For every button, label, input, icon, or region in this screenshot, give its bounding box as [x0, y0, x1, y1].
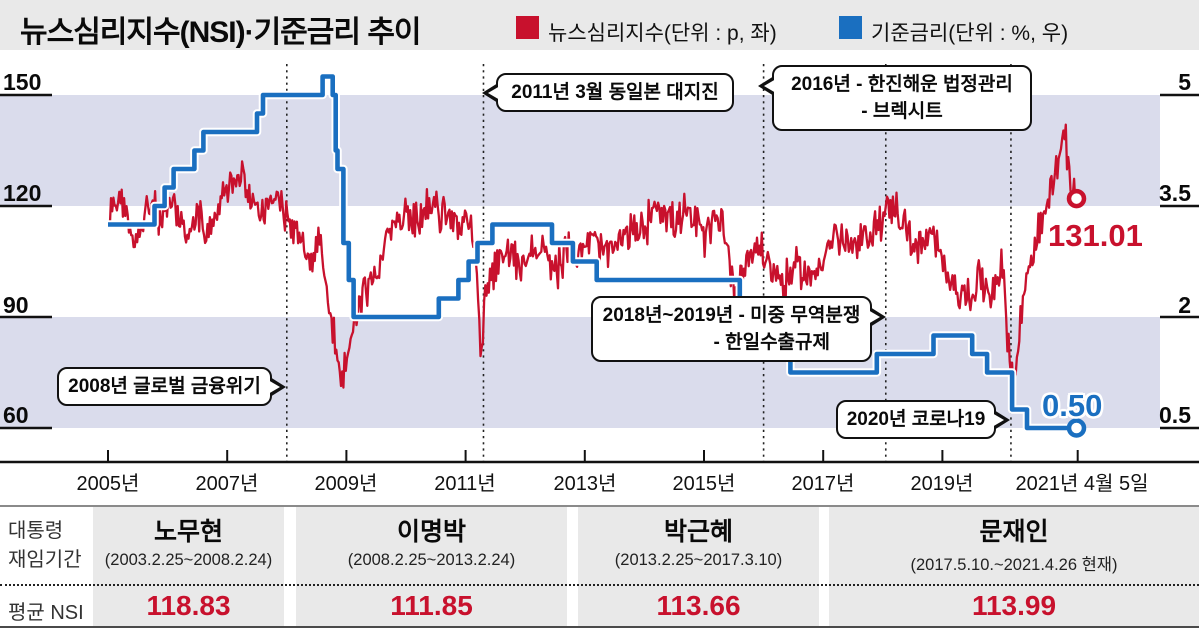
- table-top-border: [0, 505, 1199, 507]
- row-header-avg-nsi: 평균 NSI: [8, 602, 84, 624]
- x-label-2013: 2013년: [553, 473, 617, 495]
- table-col-bg-1: [93, 507, 284, 626]
- avg-nsi-value: 113.99: [971, 590, 1057, 621]
- right-axis-label-5: 5: [1178, 69, 1191, 95]
- left-axis-label-60: 60: [3, 402, 29, 428]
- table-col-bg-2: [296, 507, 567, 626]
- callout-2011-japan-earthquake: 2011년 3월 동일본 대지진: [482, 73, 734, 112]
- legend-label-rate: 기준금리(단위 : %, 우): [871, 22, 1069, 45]
- x-label-2015: 2015년: [672, 473, 736, 495]
- avg-nsi-value: 113.66: [656, 590, 741, 621]
- legend-swatch-nsi: [516, 16, 539, 39]
- nsi-end-value-label: 131.01: [1048, 218, 1143, 253]
- right-axis-label-0-5: 0.5: [1159, 402, 1191, 428]
- president-name: 노무현: [153, 518, 223, 546]
- x-label-2021-04-05: 2021년 4월 5일: [1015, 473, 1149, 495]
- table-col-bg-4: [829, 507, 1199, 626]
- left-axis-label-150: 150: [3, 69, 42, 95]
- callout-2020-corona: 2020년 코로나19: [836, 400, 1010, 439]
- x-label-2007: 2007년: [195, 473, 259, 495]
- president-name: 문재인: [979, 518, 1049, 546]
- table-col-bg-3: [578, 507, 819, 626]
- president-name: 박근혜: [663, 518, 733, 546]
- row-header-president-1: 대통령: [8, 520, 64, 542]
- president-term: (2013.2.25~2017.3.10): [614, 551, 783, 569]
- x-label-2011: 2011년: [434, 473, 496, 495]
- table-bottom-border: [0, 626, 1199, 628]
- chart-header: 뉴스심리지수(NSI)·기준금리 추이 뉴스심리지수(단위 : p, 좌) 기준…: [0, 0, 1199, 50]
- president-term: (2008.2.25~2013.2.24): [347, 551, 516, 569]
- legend-swatch-rate: [839, 16, 862, 39]
- table-row-separator: [0, 584, 1199, 586]
- president-term: (2017.5.10.~2021.4.26 현재): [910, 556, 1118, 574]
- x-label-2017: 2017년: [791, 473, 855, 495]
- president-term: (2003.2.25~2008.2.24): [104, 551, 273, 569]
- rate-end-value-label: 0.50: [1042, 388, 1103, 423]
- president-name: 이명박: [396, 518, 466, 546]
- page-title: 뉴스심리지수(NSI)·기준금리 추이: [20, 16, 422, 49]
- legend-label-nsi: 뉴스심리지수(단위 : p, 좌): [548, 22, 777, 45]
- avg-nsi-value: 111.85: [390, 590, 473, 621]
- callout-2008-financial-crisis: 2008년 글로벌 금융위기: [57, 367, 286, 406]
- x-label-2005: 2005년: [76, 473, 140, 495]
- right-axis-label-3-5: 3.5: [1159, 180, 1191, 206]
- x-label-2009: 2009년: [314, 473, 378, 495]
- row-header-president-2: 재임기간: [8, 549, 82, 571]
- right-axis-label-2: 2: [1178, 292, 1191, 318]
- avg-nsi-value: 118.83: [146, 590, 231, 621]
- left-axis-label-120: 120: [3, 180, 42, 206]
- x-label-2019: 2019년: [910, 473, 974, 495]
- callout-2016-hanjin-brexit: 2016년 - 한진해운 법정관리 - 브렉시트: [758, 65, 1032, 131]
- left-axis-label-90: 90: [3, 292, 29, 318]
- callout-2018-2019-trade-war: 2018년~2019년 - 미중 무역분쟁 - 한일수출규제: [591, 296, 886, 362]
